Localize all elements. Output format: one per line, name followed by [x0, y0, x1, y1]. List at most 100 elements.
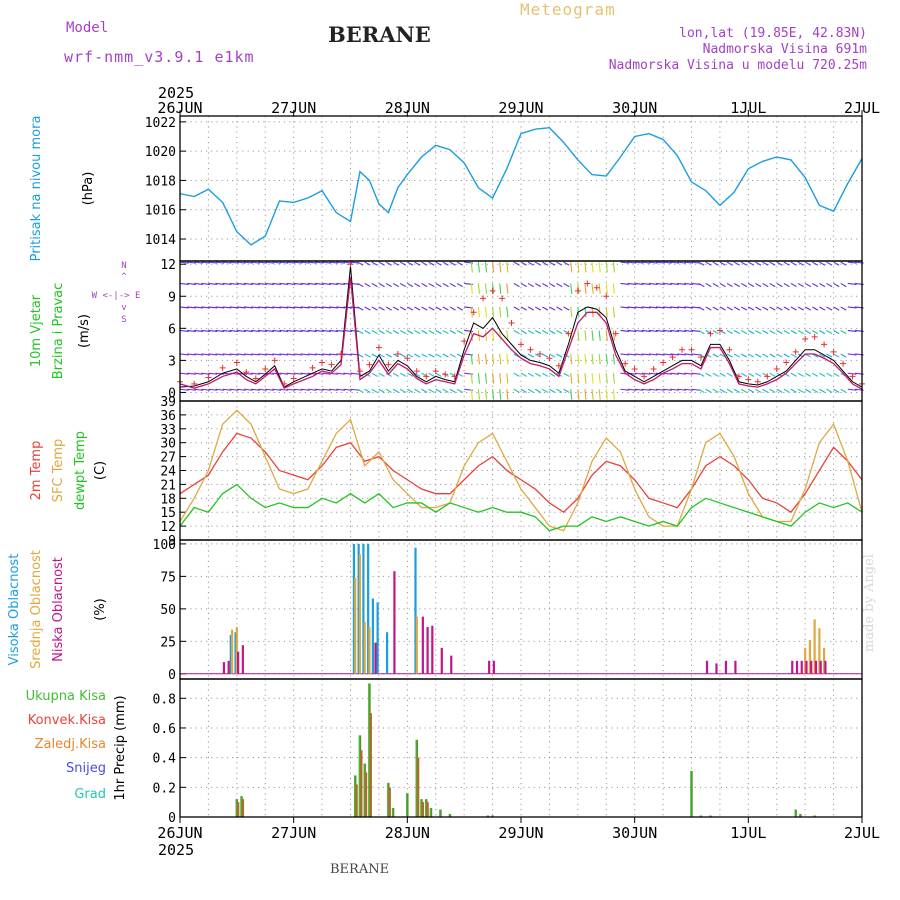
wind-max-marker [518, 341, 524, 348]
wind-barb [336, 261, 346, 264]
wind-barb [627, 329, 637, 333]
wind-barb [527, 353, 534, 358]
compass-arrow-n: ^ [121, 272, 127, 282]
wind-barb [847, 388, 857, 391]
wind-barb [492, 373, 495, 384]
wind-barb [314, 261, 324, 264]
wind-barb [584, 389, 587, 400]
day-label-top: 1JUL [730, 99, 766, 117]
cloud-bar [367, 543, 370, 674]
wind-barb [563, 261, 570, 266]
legend-label: Snijeg [66, 761, 106, 776]
wind-barb [357, 329, 364, 335]
wind-barb [790, 388, 797, 393]
wind-barb [506, 306, 509, 318]
wind-barb [549, 329, 556, 335]
wind-barb [605, 373, 608, 384]
wind-barb [648, 353, 658, 356]
precip-bar-hilite [354, 775, 356, 817]
wind-barb [250, 282, 260, 285]
wind-barb [371, 306, 378, 311]
wind-barb [570, 389, 573, 400]
wind-barb [804, 282, 812, 288]
cloud-bar [804, 647, 807, 674]
wind-barb [477, 389, 481, 400]
wind-barb [527, 372, 534, 377]
wind-barb [790, 261, 797, 266]
wind-barb [605, 389, 608, 400]
wind-barb [527, 282, 534, 288]
wind-max-marker [660, 359, 667, 366]
wind-barb [492, 262, 495, 273]
wind-barb [477, 262, 481, 273]
wind-barb [265, 388, 275, 391]
wind-barb [556, 261, 563, 266]
wind-barb [819, 282, 826, 288]
wind-max-marker [697, 354, 704, 361]
wind-barb [414, 329, 421, 335]
cloud-bar [368, 627, 371, 674]
y-tick-label: 33 [160, 423, 176, 438]
wind-max-marker [290, 375, 297, 382]
wind-barb [783, 282, 790, 288]
wind-barb [293, 353, 303, 356]
wind-barb [470, 353, 473, 365]
wind-max-marker [811, 333, 818, 340]
wind-barb [428, 353, 435, 358]
wind-max-marker [536, 350, 543, 357]
wind-barb [712, 306, 719, 311]
wind-barb [435, 329, 442, 335]
wind-barb [598, 330, 601, 341]
wind-max-marker [802, 336, 809, 343]
wind-barb [712, 261, 719, 266]
wind-barb [179, 261, 189, 264]
wind-barb [300, 306, 310, 309]
wind-max-marker [840, 360, 847, 367]
wind-barb [236, 261, 246, 264]
y-tick-label: 12 [160, 520, 176, 535]
wind-barb [329, 282, 338, 285]
wind-barb [293, 306, 303, 309]
wind-barb [762, 306, 769, 311]
wind-barb [556, 353, 563, 358]
wind-barb [371, 282, 378, 288]
wind-barb [833, 388, 840, 393]
wind-barb [343, 388, 353, 391]
credit-label: made by Angel [862, 554, 877, 652]
cloud-bar [230, 629, 234, 674]
cloud-bar [415, 616, 418, 674]
wind-max-marker [432, 368, 439, 375]
wind-barb [605, 306, 608, 318]
wind-barb [407, 372, 414, 377]
wind-barb [350, 261, 360, 264]
wind-barb [229, 353, 239, 356]
wind-max-marker [555, 362, 562, 369]
cloud-bar [354, 577, 357, 674]
wind-barb [215, 261, 225, 264]
wind-barb [733, 388, 740, 393]
y-axis-label: 1hr Precip (mm) [113, 695, 128, 800]
legend-label: Zaledj.Kisa [35, 737, 106, 752]
wind-barb [612, 306, 615, 318]
y-tick-label: 0.2 [153, 781, 176, 796]
precip-bar-hilite [491, 815, 493, 817]
wind-barb [201, 353, 211, 356]
wind-max-marker [679, 346, 686, 353]
wind-barb [265, 282, 275, 285]
wind-max-marker [688, 346, 695, 353]
y-axis-label: Niska Oblacnost [51, 557, 66, 662]
wind-barb [577, 373, 580, 384]
wind-barb [811, 261, 819, 266]
wind-barb [691, 372, 701, 375]
wind-max-marker [205, 374, 212, 381]
wind-barb [641, 261, 651, 264]
wind-barb [797, 329, 804, 335]
wind-barb [286, 261, 296, 264]
y-axis-label: Brzina i Pravac [51, 283, 66, 380]
wind-max-marker [593, 284, 600, 291]
wind-barb [201, 306, 211, 309]
panel-frame [179, 678, 863, 818]
wind-max-marker [631, 365, 638, 372]
wind-barb [407, 282, 414, 288]
panel-cloud: 0 25 50 75 100 Visoka Oblacnost Srednja Oblacn… [7, 538, 863, 683]
